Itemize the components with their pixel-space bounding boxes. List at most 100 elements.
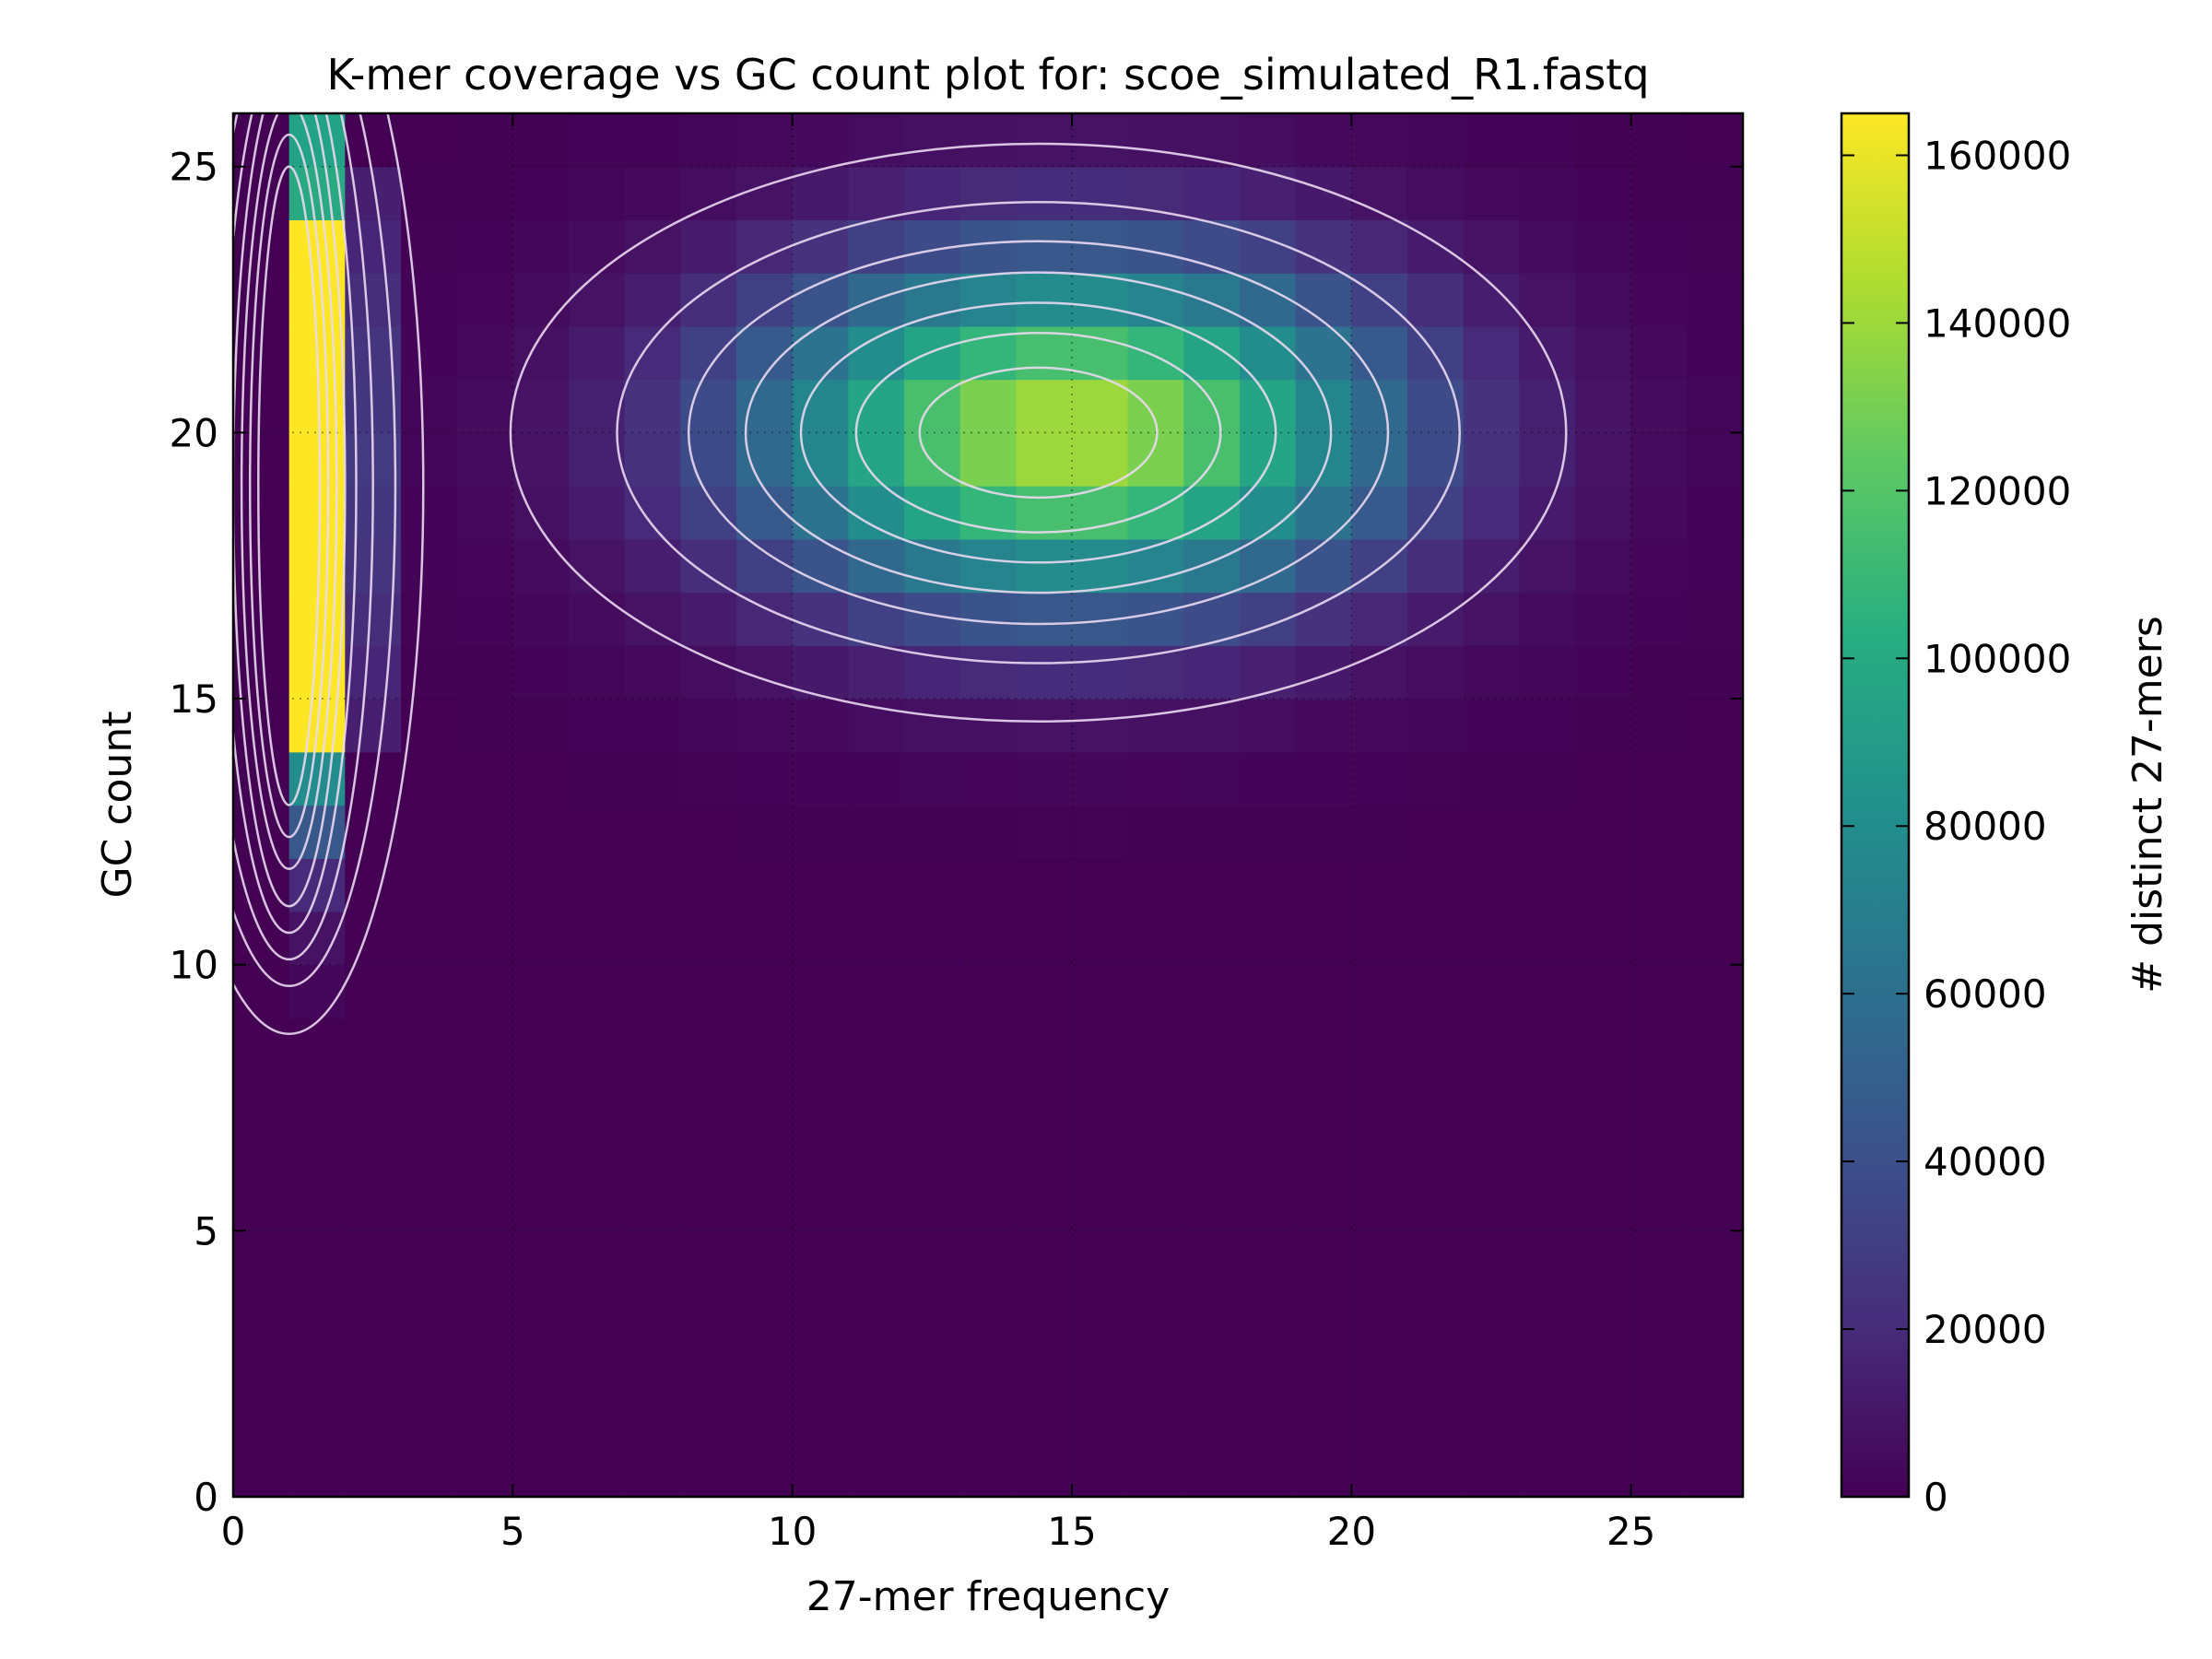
heatmap-cell [1072,1390,1129,1444]
heatmap-cell [624,1390,681,1444]
heatmap-cell [401,113,458,168]
x-tick-label: 20 [1327,1509,1376,1554]
heatmap-cell [959,273,1017,327]
heatmap-cell [1519,1443,1576,1497]
heatmap-cell [904,1177,961,1231]
heatmap-cell [401,1390,458,1444]
heatmap-cell [1351,645,1408,700]
heatmap-cell [1575,699,1632,753]
heatmap-cell [1295,592,1352,646]
heatmap-cell [1351,699,1408,753]
heatmap-cell [1575,1443,1632,1497]
heatmap-cell [1127,1018,1184,1072]
heatmap-cell [680,486,737,540]
heatmap-cell [1519,1230,1576,1285]
heatmap-cell [1072,432,1129,487]
heatmap-cell [736,964,794,1019]
heatmap-cell [1351,219,1408,274]
heatmap-cell [959,699,1017,753]
heatmap-cell [1407,486,1465,540]
heatmap-cell [1519,1124,1576,1179]
heatmap-cell [792,538,849,594]
heatmap-cell [1127,1071,1184,1125]
heatmap-cell [904,911,961,966]
heatmap-cell [1127,1230,1184,1285]
heatmap-cell [959,1230,1017,1285]
heatmap-cell [1016,379,1073,433]
heatmap-cell [848,219,905,274]
heatmap-cell [680,805,737,859]
heatmap-cell [680,1336,737,1392]
heatmap-cell [1183,1336,1241,1392]
heatmap-cell [569,911,626,966]
heatmap-cell [1072,1177,1129,1231]
heatmap-cell [1240,432,1297,487]
heatmap-cell [1016,325,1073,381]
heatmap-cell [1072,113,1129,168]
heatmap-cell [1127,325,1184,381]
heatmap-cell [512,645,570,700]
heatmap-cell [736,1336,794,1392]
heatmap-cell [1240,538,1297,594]
heatmap-cell [401,432,458,487]
heatmap-cell [1351,1390,1408,1444]
colorbar-ticks: 0 20000 40000 60000 80000 100000 120000 140000 1… [1841,133,2071,1520]
x-tick-label: 0 [221,1509,246,1554]
heatmap-cell [1463,166,1520,221]
heatmap-cell [569,432,626,487]
heatmap-cell [1630,1018,1688,1072]
heatmap-cell [1407,1071,1465,1125]
x-axis-label: 27-mer frequency [806,1573,1171,1620]
heatmap-cell [569,1390,626,1444]
chart-title: K-mer coverage vs GC count plot for: sco… [326,50,1649,100]
heatmap-cell [624,1230,681,1285]
heatmap-cell [345,1018,402,1072]
heatmap-cell [1575,486,1632,540]
heatmap-cell [736,1124,794,1179]
heatmap-cell [512,1018,570,1072]
heatmap-cell [792,751,849,806]
heatmap-cell [1016,1071,1073,1125]
colorbar-tick-label: 140000 [1924,300,2071,346]
y-axis: 0 5 10 15 20 25 [170,145,1743,1520]
heatmap-cell [624,645,681,700]
heatmap-cell [1240,964,1297,1019]
heatmap-cell [1295,1390,1352,1444]
heatmap-cell [1295,166,1352,221]
heatmap-cell [1463,113,1520,168]
heatmap-cell [1519,379,1576,433]
heatmap-cell [288,1177,346,1231]
heatmap-cell [736,1390,794,1444]
heatmap-cell [1630,113,1688,168]
colorbar-tick-label: 120000 [1924,468,2071,513]
heatmap-cell [233,858,290,912]
heatmap-cell [1240,166,1297,221]
heatmap-cell [456,379,513,433]
heatmap-cell [1519,166,1576,221]
heatmap-cell [1183,1230,1241,1285]
heatmap-cell [1127,858,1184,912]
heatmap-cell [624,858,681,912]
heatmap-cell [1183,273,1241,327]
heatmap-cell [736,432,794,487]
heatmap-cell [1407,538,1465,594]
heatmap-cell [345,1390,402,1444]
heatmap-cell [1183,1390,1241,1444]
contour-line [744,271,1333,594]
heatmap-cell [848,911,905,966]
heatmap-cell [792,113,849,168]
x-tick-label: 15 [1047,1509,1096,1554]
heatmap-cell [233,1230,290,1285]
heatmap-cell [624,379,681,433]
heatmap-cell [1127,805,1184,859]
heatmap-cell [680,538,737,594]
heatmap-cell [1295,379,1352,433]
heatmap-cell [680,858,737,912]
heatmap-cell [680,273,737,327]
heatmap-cell [1519,858,1576,912]
heatmap-cell [1463,699,1520,753]
heatmap-cell [1519,1071,1576,1125]
heatmap-cell [1351,273,1408,327]
contour-line [509,142,1568,723]
heatmap-cell [456,219,513,274]
